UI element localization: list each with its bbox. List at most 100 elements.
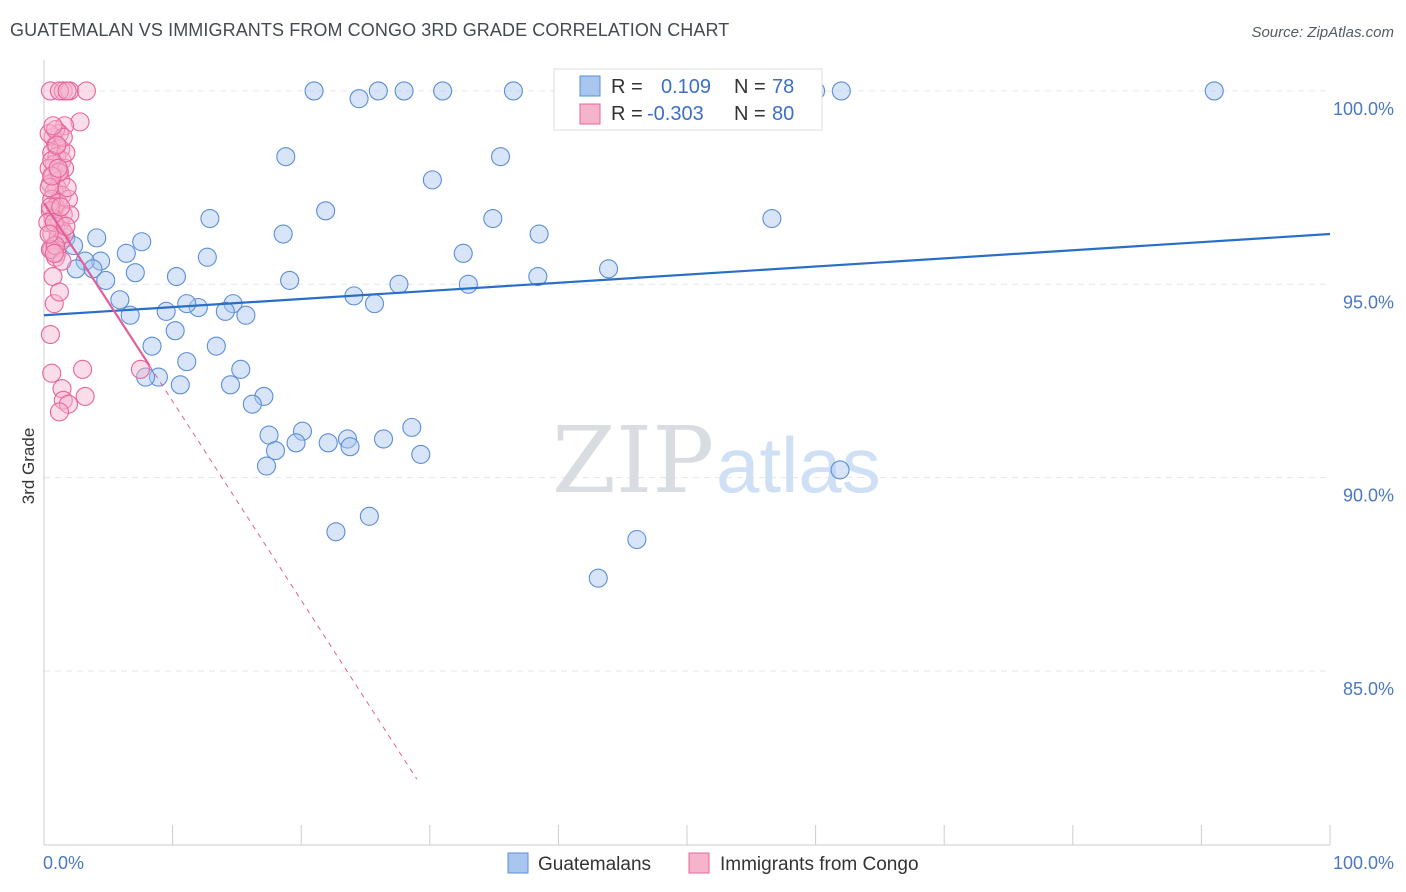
data-point (326, 522, 346, 542)
data-point (156, 301, 176, 321)
data-point (483, 208, 503, 229)
data-point (132, 232, 152, 252)
data-point (627, 529, 647, 550)
data-point (292, 421, 313, 441)
data-point (73, 359, 93, 379)
data-point (52, 251, 72, 271)
data-point (116, 243, 136, 263)
data-point (40, 197, 60, 217)
data-point (110, 290, 130, 310)
data-point (53, 390, 73, 410)
bottom-legend-swatch-pink (688, 852, 710, 874)
data-point (349, 89, 369, 109)
data-point (42, 150, 62, 171)
data-point (588, 568, 608, 588)
data-point (599, 259, 619, 279)
data-point (49, 81, 69, 101)
data-point (57, 81, 77, 101)
data-point (254, 386, 274, 406)
data-point (49, 402, 69, 422)
data-point (96, 270, 116, 290)
bottom-legend-swatch-blue (507, 852, 529, 874)
data-point (389, 274, 409, 294)
data-point (231, 359, 251, 379)
data-point (286, 433, 306, 453)
legend-r-value-2: -0.303 (647, 103, 704, 125)
y-tick-labels: 100.0% 95.0% 90.0% 85.0% (1333, 99, 1394, 699)
data-point (503, 81, 523, 101)
data-point (402, 417, 422, 437)
data-point (1204, 81, 1224, 101)
legend-n-value-1: 78 (772, 76, 794, 98)
legend-n-label-1: N = (734, 76, 766, 98)
axes (43, 60, 1331, 846)
data-point (142, 336, 162, 356)
data-point (830, 460, 850, 480)
data-point (188, 297, 208, 318)
data-point (40, 239, 60, 260)
data-point (316, 201, 336, 221)
data-point (215, 301, 235, 321)
data-point (394, 81, 414, 101)
data-point (340, 437, 360, 457)
data-point (411, 444, 431, 464)
data-point (304, 81, 324, 101)
data-point (265, 441, 286, 461)
legend-n-label-2: N = (734, 103, 766, 125)
data-point (130, 359, 150, 379)
data-point (433, 81, 453, 101)
data-point (49, 282, 69, 302)
x-tick-label-right: 100.0% (1333, 853, 1394, 873)
data-point (91, 251, 111, 271)
data-point (273, 224, 293, 244)
data-point (197, 247, 217, 267)
data-point (831, 81, 851, 101)
data-point (373, 429, 394, 449)
legend-r-value-1: 0.109 (661, 76, 711, 98)
source-label: Source: ZipAtlas.com (1251, 24, 1394, 41)
data-point (318, 433, 338, 453)
legend-n-value-2: 80 (772, 103, 794, 125)
data-point (177, 352, 197, 372)
trend-lines (43, 202, 1331, 780)
data-point (528, 267, 548, 287)
data-point (280, 270, 300, 290)
bottom-legend: Guatemalans Immigrants from Congo (507, 852, 919, 875)
data-point (364, 294, 385, 314)
data-point (529, 224, 549, 244)
data-point (177, 294, 197, 314)
data-point (42, 363, 62, 383)
data-point (170, 375, 190, 395)
data-point (75, 386, 95, 406)
y-axis-label: 3rd Grade (19, 428, 38, 505)
data-point (206, 336, 226, 356)
data-point (87, 228, 107, 248)
watermark-atlas: atlas (716, 421, 881, 509)
trend-line-congo-extension (149, 365, 418, 780)
legend-swatch-blue (579, 75, 601, 97)
data-point (337, 429, 358, 449)
watermark-zip: ZIP (552, 407, 714, 514)
data-point (39, 178, 59, 198)
data-point (47, 135, 67, 155)
data-point (453, 243, 473, 263)
data-point (70, 112, 90, 132)
data-point (359, 506, 379, 526)
data-point (256, 456, 277, 476)
data-point (40, 325, 60, 345)
x-tick-label-left: 0.0% (43, 853, 84, 873)
data-point (48, 158, 68, 178)
data-point (368, 81, 388, 101)
legend-swatch-pink (579, 103, 601, 125)
legend-r-label-2: R = (611, 103, 643, 125)
data-point (200, 208, 220, 229)
series-congo (38, 81, 150, 422)
watermark: ZIP atlas (552, 407, 881, 514)
data-point (220, 375, 241, 395)
data-point (490, 147, 511, 167)
data-point (242, 394, 262, 414)
legend-r-label-1: R = (611, 76, 643, 98)
trend-line-congo (43, 202, 151, 367)
legend: R = 0.109 N = 78 R = -0.303 N = 80 (553, 68, 823, 131)
